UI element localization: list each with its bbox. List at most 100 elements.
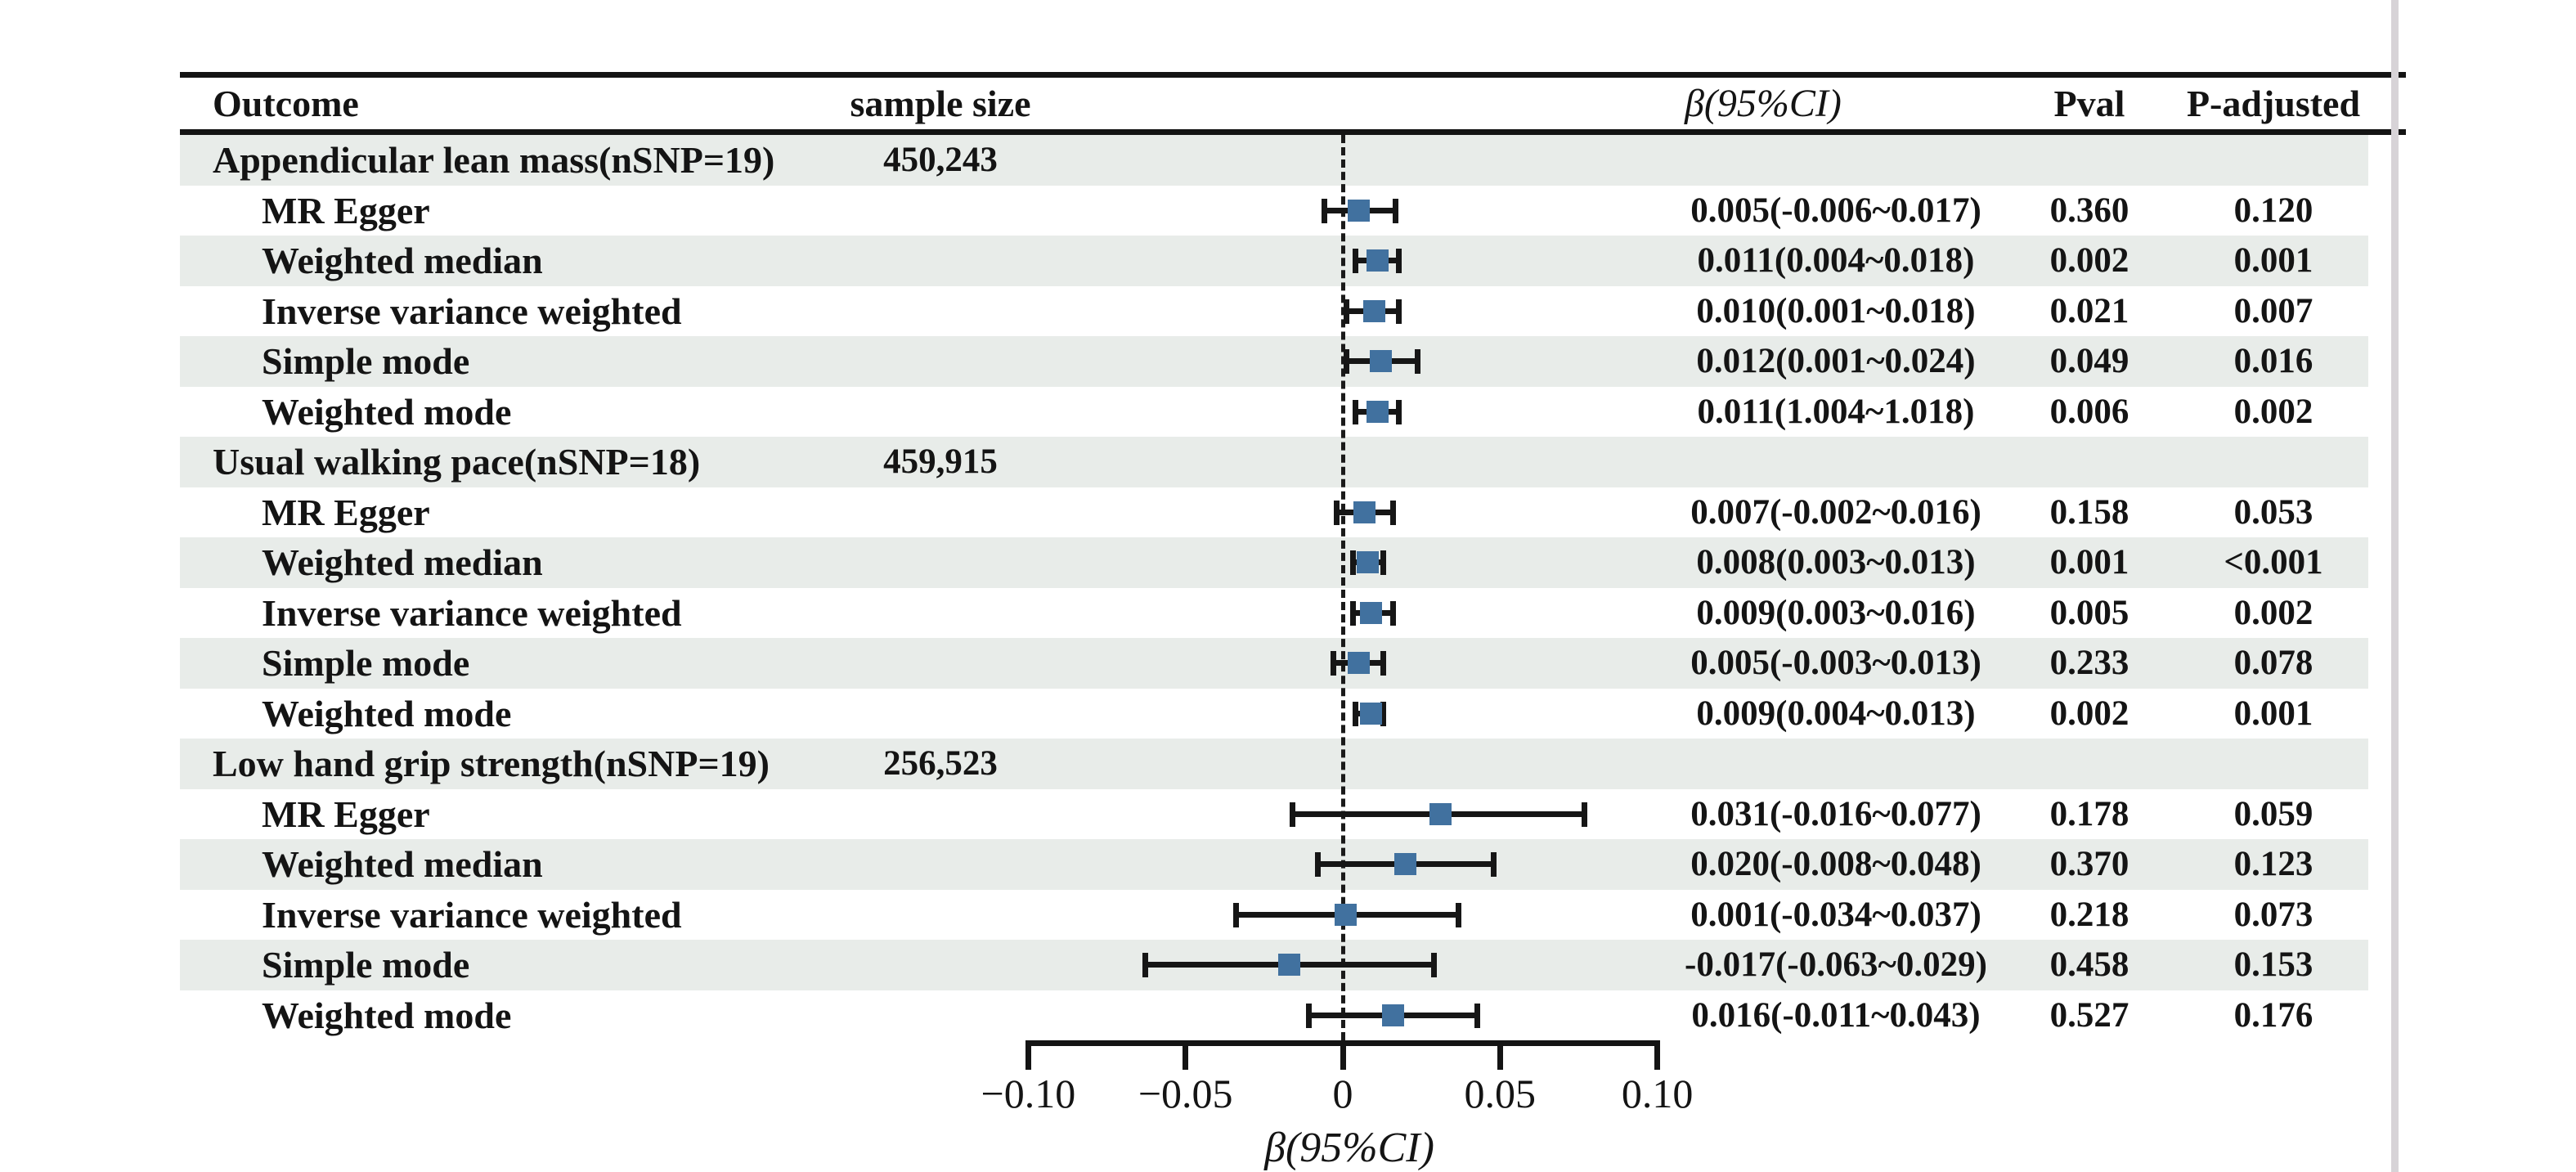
point-estimate-square (1360, 601, 1383, 624)
column-header-sample-size: sample size (850, 83, 1031, 124)
method-label: Weighted mode (262, 692, 512, 734)
method-label: Inverse variance weighted (262, 591, 682, 634)
ci-cap-left (1353, 399, 1359, 424)
outcome-label: Low hand grip strength(nSNP=19) (213, 743, 770, 784)
method-row: Weighted median 0.020(-0.008~0.048) 0.37… (0, 839, 2576, 890)
method-row: MR Egger 0.005(-0.006~0.017) 0.360 0.120 (0, 186, 2576, 236)
ci-cap-left (1142, 953, 1148, 977)
sample-size-value: 256,523 (883, 744, 998, 783)
method-row: Weighted median 0.008(0.003~0.013) 0.001… (0, 537, 2576, 588)
p-adjusted-value: 0.016 (2233, 342, 2313, 380)
method-label: Weighted mode (262, 390, 512, 433)
method-label: Weighted median (262, 541, 543, 583)
pval-value: 0.233 (2049, 644, 2129, 682)
method-row: Simple mode 0.005(-0.003~0.013) 0.233 0.… (0, 638, 2576, 689)
pval-value: 0.370 (2049, 845, 2129, 883)
ci-cap-left (1290, 802, 1296, 827)
p-adjusted-value: 0.153 (2233, 945, 2313, 984)
point-estimate-square (1366, 249, 1389, 272)
ci-cap-right (1430, 953, 1437, 977)
point-estimate-square (1278, 954, 1301, 976)
p-adjusted-value: 0.053 (2233, 492, 2313, 532)
pval-value: 0.002 (2049, 241, 2129, 280)
beta-ci-value: 0.010(0.001~0.018) (1696, 291, 1976, 330)
pval-value: 0.360 (2049, 191, 2129, 230)
ci-cap-left (1353, 249, 1359, 273)
beta-ci-value: 0.001(-0.034~0.037) (1690, 895, 1981, 934)
column-header-outcome: Outcome (213, 83, 359, 124)
forest-marker (0, 839, 2576, 890)
pval-value: 0.001 (2049, 543, 2129, 582)
method-row: Simple mode 0.012(0.001~0.024) 0.049 0.0… (0, 336, 2576, 387)
x-axis-title: β(95%CI) (1264, 1125, 1434, 1171)
beta-ci-value: 0.008(0.003~0.013) (1696, 543, 1976, 582)
outcome-group-row: Appendicular lean mass(nSNP=19) 450,243 (0, 135, 2576, 186)
forest-marker (0, 940, 2576, 990)
ci-cap-right (1389, 600, 1396, 626)
page-edge-line (2391, 0, 2399, 1172)
method-row: MR Egger 0.031(-0.016~0.077) 0.178 0.059 (0, 789, 2576, 840)
p-adjusted-value: 0.078 (2233, 644, 2313, 682)
column-header-beta-ci: β(95%CI) (1685, 82, 1842, 125)
x-axis-tick-label: 0.05 (1464, 1071, 1537, 1116)
ci-cap-left (1315, 852, 1322, 877)
ci-cap-left (1343, 299, 1349, 324)
pval-value: 0.158 (2049, 492, 2129, 532)
forest-marker (0, 186, 2576, 236)
pval-value: 0.049 (2049, 342, 2129, 380)
method-label: MR Egger (262, 491, 430, 533)
forest-marker (0, 638, 2576, 689)
method-row: Inverse variance weighted 0.009(0.003~0.… (0, 588, 2576, 639)
method-row: Inverse variance weighted 0.001(-0.034~0… (0, 890, 2576, 941)
ci-cap-right (1582, 802, 1588, 827)
beta-ci-value: 0.016(-0.011~0.043) (1691, 995, 1981, 1035)
beta-ci-value: 0.009(0.004~0.013) (1696, 694, 1976, 733)
method-row: Weighted mode 0.009(0.004~0.013) 0.002 0… (0, 689, 2576, 739)
beta-ci-value: 0.012(0.001~0.024) (1696, 342, 1976, 380)
point-estimate-square (1362, 299, 1385, 322)
method-label: MR Egger (262, 189, 430, 231)
outcome-group-row: Low hand grip strength(nSNP=19) 256,523 (0, 739, 2576, 789)
pval-value: 0.005 (2049, 593, 2129, 632)
point-estimate-square (1360, 702, 1383, 725)
pval-value: 0.006 (2049, 392, 2129, 431)
ci-cap-right (1456, 902, 1462, 927)
p-adjusted-value: 0.059 (2233, 794, 2313, 833)
table-header-rule (180, 129, 2406, 135)
point-estimate-square (1366, 400, 1389, 423)
forest-marker (0, 336, 2576, 387)
p-adjusted-value: 0.001 (2233, 694, 2313, 733)
ci-cap-right (1415, 349, 1421, 374)
p-adjusted-value: 0.123 (2233, 845, 2313, 883)
method-label: MR Egger (262, 793, 430, 835)
forest-marker (0, 286, 2576, 337)
ci-cap-left (1233, 902, 1240, 927)
forest-marker (0, 990, 2576, 1041)
outcome-label: Appendicular lean mass(nSNP=19) (213, 139, 775, 181)
p-adjusted-value: 0.176 (2233, 995, 2313, 1035)
ci-cap-left (1321, 198, 1327, 223)
beta-ci-value: 0.005(-0.006~0.017) (1690, 191, 1981, 230)
outcome-label: Usual walking pace(nSNP=18) (213, 441, 701, 483)
ci-cap-left (1331, 651, 1337, 676)
pval-value: 0.178 (2049, 794, 2129, 833)
ci-cap-left (1334, 500, 1340, 525)
forest-marker (0, 890, 2576, 941)
ci-cap-left (1349, 600, 1356, 626)
zero-reference-line (1340, 135, 1345, 1040)
method-row: Weighted mode 0.016(-0.011~0.043) 0.527 … (0, 990, 2576, 1041)
method-row: Simple mode -0.017(-0.063~0.029) 0.458 0… (0, 940, 2576, 990)
method-label: Weighted mode (262, 994, 512, 1036)
beta-ci-value: 0.011(0.004~0.018) (1697, 241, 1975, 280)
point-estimate-square (1369, 350, 1392, 372)
method-label: Simple mode (262, 944, 470, 986)
method-row: MR Egger 0.007(-0.002~0.016) 0.158 0.053 (0, 487, 2576, 538)
x-axis-tick (1340, 1040, 1346, 1070)
ci-cap-left (1353, 701, 1359, 726)
table-body: Appendicular lean mass(nSNP=19) 450,243 … (0, 135, 2576, 1040)
pval-value: 0.021 (2049, 291, 2129, 330)
forest-marker (0, 689, 2576, 739)
table-header-row: Outcome sample size β(95%CI) Pval P-adju… (0, 78, 2576, 129)
beta-ci-value: 0.011(1.004~1.018) (1697, 392, 1975, 431)
x-axis-tick-label: 0.10 (1621, 1071, 1694, 1116)
